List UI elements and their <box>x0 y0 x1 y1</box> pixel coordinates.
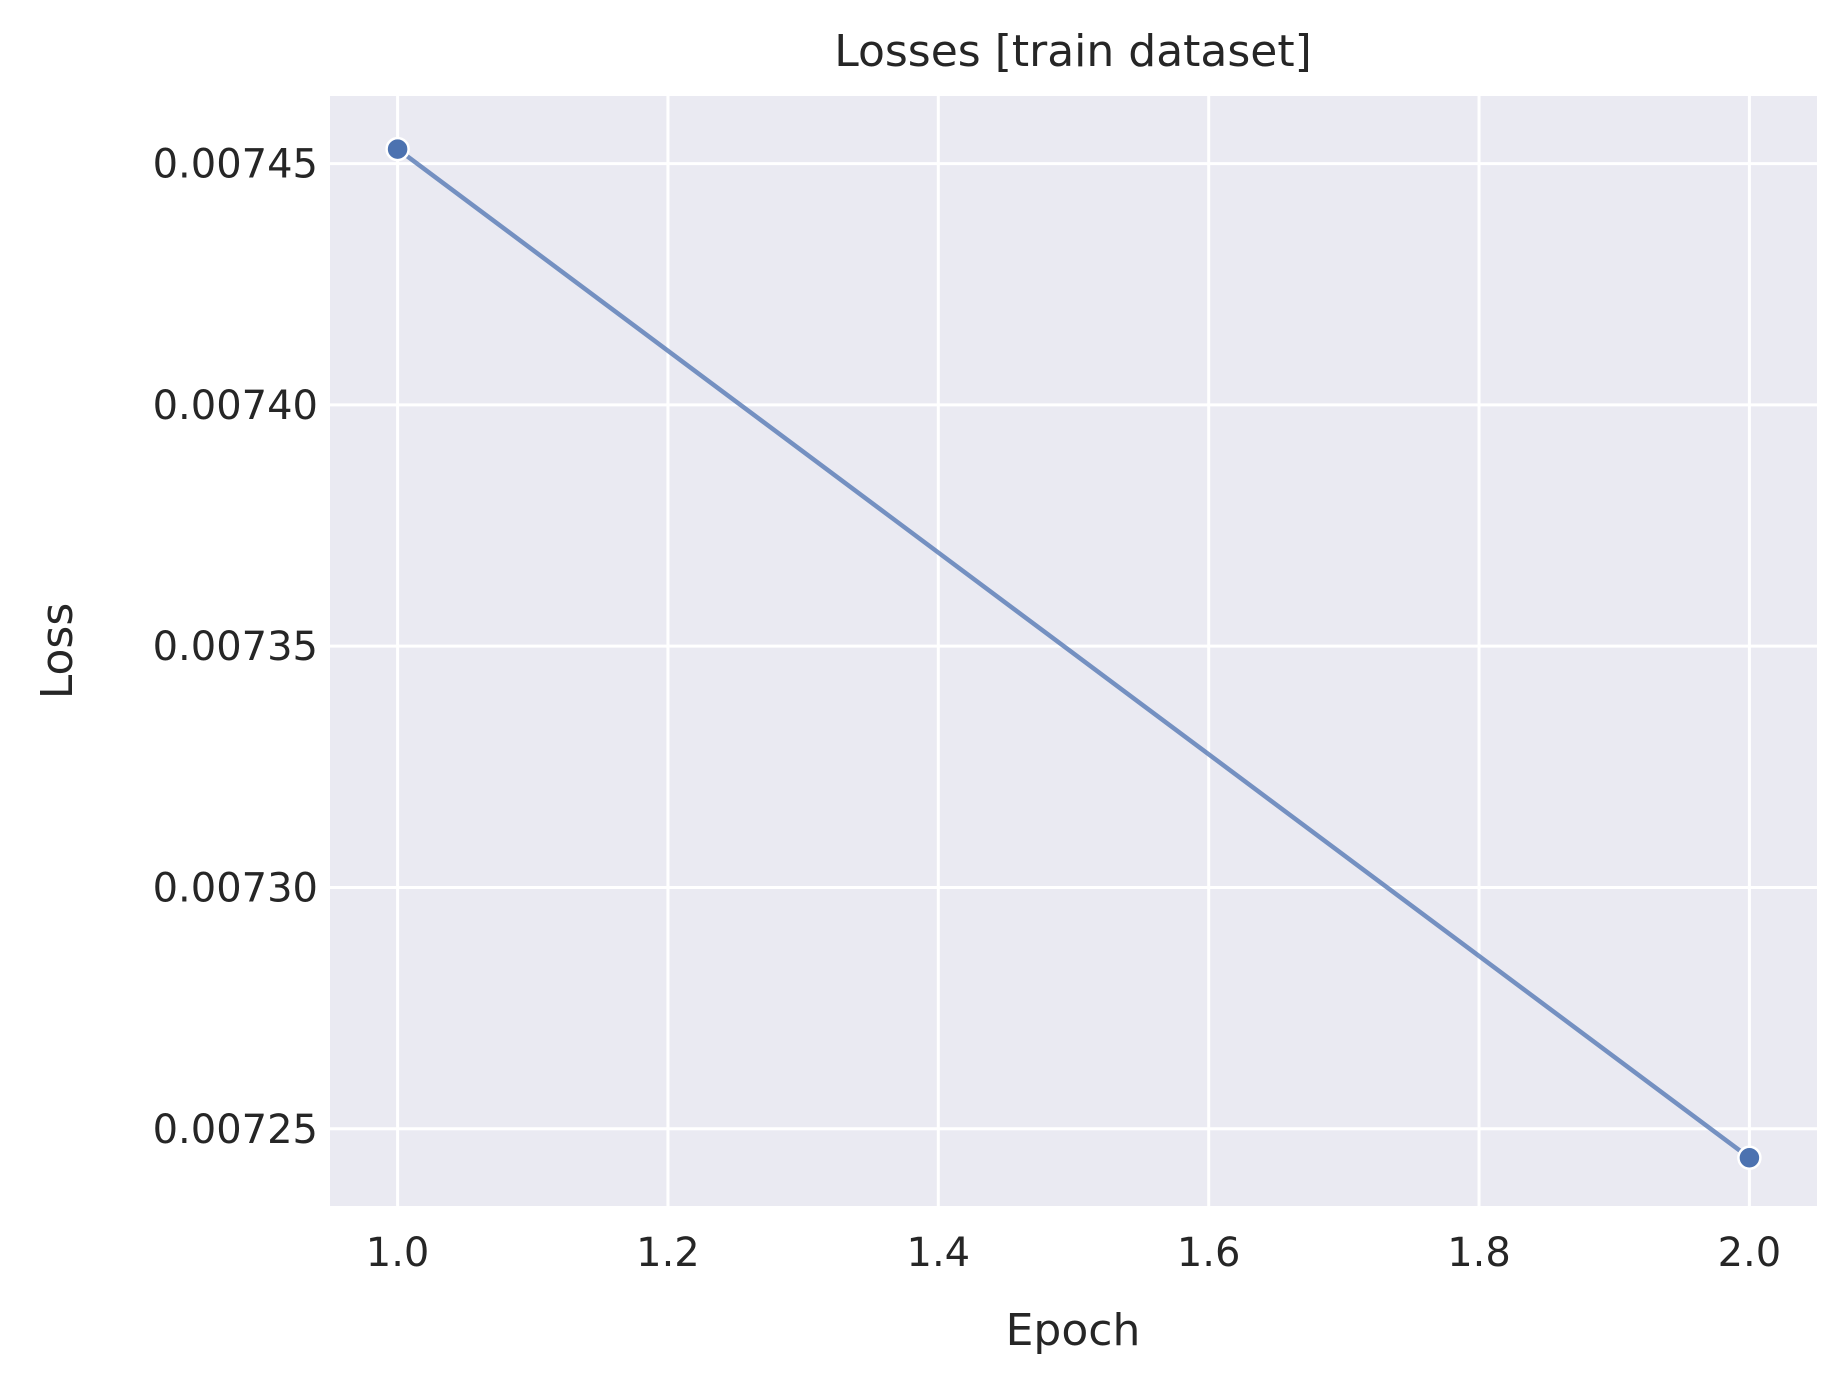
series-group <box>385 136 1762 1170</box>
series-line <box>395 146 1752 1160</box>
y-tick-label: 0.00730 <box>153 865 318 911</box>
x-axis-label: Epoch <box>1006 1305 1141 1356</box>
x-gridlines <box>396 96 1751 1206</box>
data-point <box>1737 1145 1762 1170</box>
x-tick-label: 1.4 <box>907 1230 971 1276</box>
chart-title: Losses [train dataset] <box>834 26 1312 77</box>
y-axis-label: Loss <box>32 603 83 700</box>
y-gridlines <box>330 162 1817 1131</box>
x-tick-label: 1.2 <box>636 1230 700 1276</box>
x-tick-label: 2.0 <box>1718 1230 1782 1276</box>
y-tick-labels: 0.00725 0.00730 0.00735 0.00740 0.00745 <box>153 142 318 1153</box>
x-tick-label: 1.6 <box>1177 1230 1241 1276</box>
x-tick-label: 1.8 <box>1447 1230 1511 1276</box>
y-tick-label: 0.00735 <box>153 624 318 670</box>
data-point <box>385 136 410 162</box>
y-tick-label: 0.00740 <box>153 383 318 429</box>
y-tick-label: 0.00745 <box>153 142 318 188</box>
x-tick-label: 1.0 <box>366 1230 430 1276</box>
y-tick-label: 0.00725 <box>153 1107 318 1153</box>
x-tick-labels: 1.0 1.2 1.4 1.6 1.8 2.0 <box>366 1230 1781 1276</box>
